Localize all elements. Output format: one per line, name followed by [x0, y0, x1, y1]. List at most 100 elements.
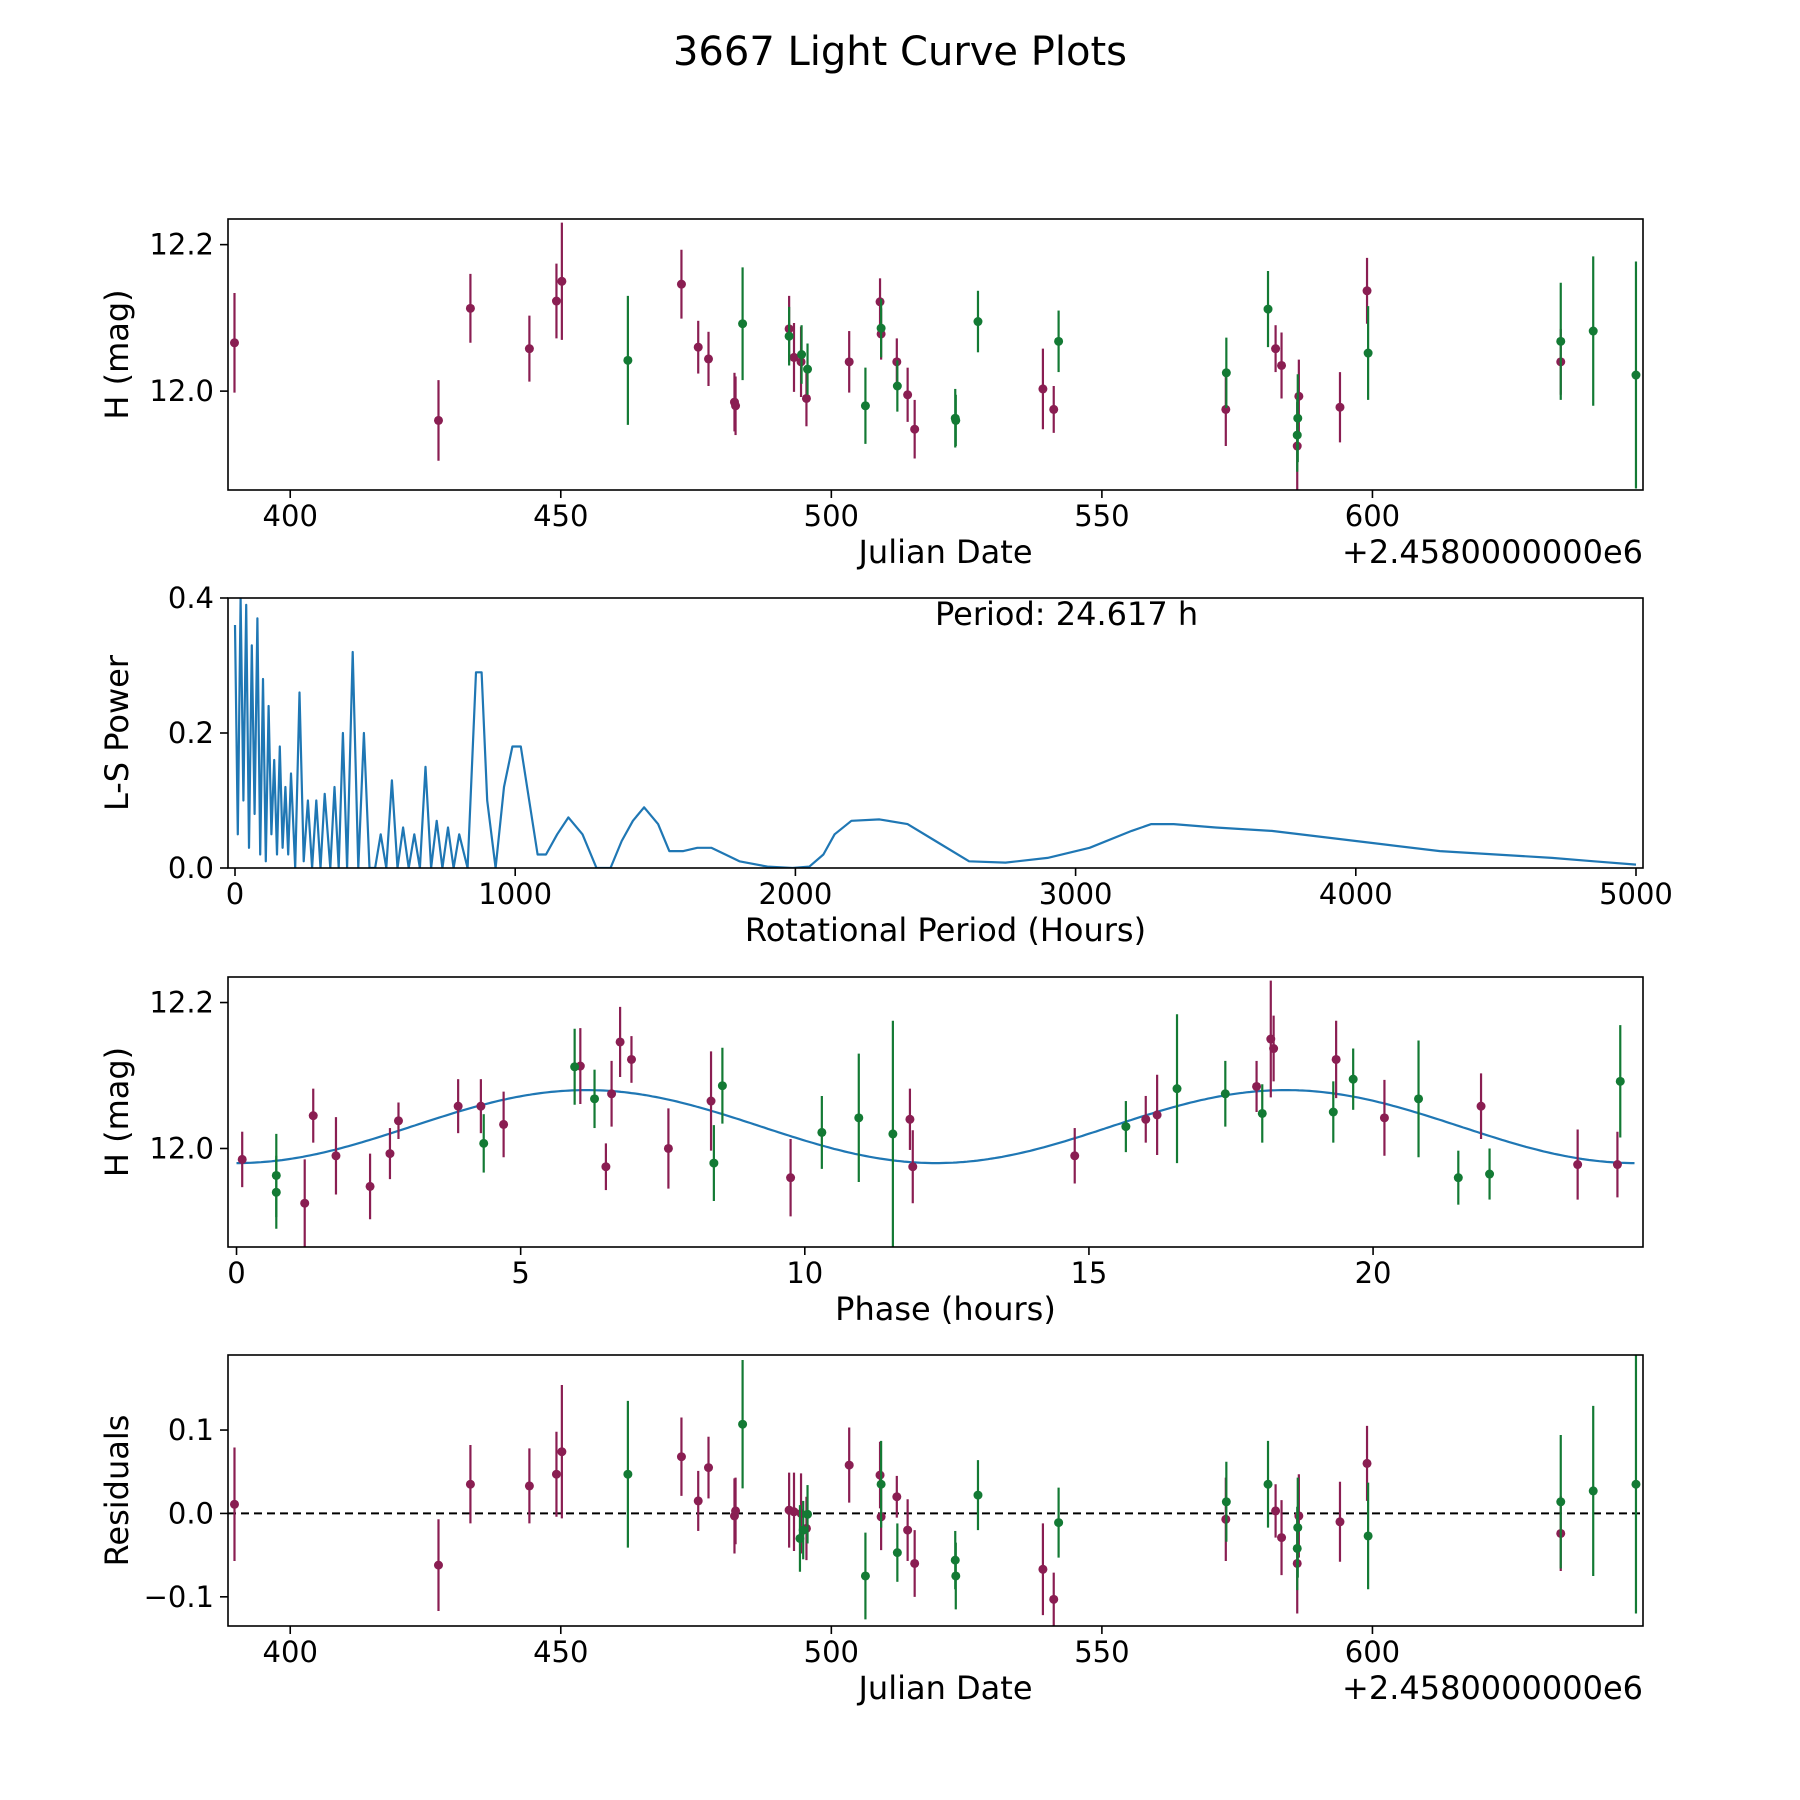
data-point-g — [876, 323, 886, 333]
data-point-g — [1615, 1076, 1625, 1086]
x-offset-text: +2.4580000000e6 — [1342, 1669, 1643, 1707]
light-curve-panel: 400 450 500 550 600 12.0 12.2 Julian Date H (mag… — [98, 218, 1644, 571]
data-point-r — [453, 1101, 463, 1111]
data-point-r — [385, 1149, 395, 1159]
data-point-r — [393, 1116, 403, 1126]
x-tick-label: 5000 — [1599, 877, 1673, 911]
data-point-g — [1556, 336, 1566, 346]
data-point-r — [1476, 1101, 1486, 1111]
y-axis-label: L-S Power — [98, 654, 136, 811]
x-axis-label: Julian Date — [856, 533, 1032, 571]
x-tick-label: 1000 — [478, 877, 552, 911]
data-point-r — [1277, 360, 1287, 370]
light-curve-frame — [227, 218, 1644, 491]
data-point-r — [1379, 1113, 1389, 1123]
data-point-g — [784, 331, 794, 341]
data-point-r — [663, 1143, 673, 1153]
data-point-g — [892, 381, 902, 391]
data-point-r — [706, 1096, 716, 1106]
data-point-g — [797, 350, 807, 359]
data-point-g — [709, 1158, 719, 1168]
data-point-r — [844, 1460, 854, 1470]
data-point-r — [789, 1507, 799, 1517]
data-point-g — [1588, 326, 1598, 336]
data-point-r — [1612, 1160, 1622, 1170]
data-point-r — [300, 1198, 310, 1208]
data-point-g — [1220, 1089, 1230, 1099]
data-point-g — [1348, 1074, 1358, 1084]
data-point-r — [1362, 286, 1372, 296]
data-point-r — [601, 1162, 611, 1172]
x-tick-label: 500 — [804, 499, 859, 533]
residuals-frame — [227, 1354, 1644, 1627]
data-point-g — [570, 1062, 580, 1072]
data-point-g — [1257, 1108, 1267, 1118]
data-point-g — [1121, 1122, 1131, 1132]
data-point-r — [551, 1469, 561, 1479]
y-axis-label: H (mag) — [98, 289, 136, 419]
data-point-g — [1414, 1094, 1424, 1104]
data-point-r — [731, 401, 741, 411]
x-tick-label: 20 — [1355, 1256, 1392, 1290]
x-tick-label: 500 — [804, 1635, 859, 1669]
x-tick-label: 400 — [263, 499, 318, 533]
data-point-g — [623, 355, 633, 365]
data-point-r — [1335, 1517, 1345, 1527]
data-point-r — [704, 354, 714, 364]
data-point-g — [1054, 336, 1064, 346]
y-tick-label: 12.2 — [149, 228, 214, 262]
data-point-g — [1221, 368, 1231, 378]
x-axis-label: Rotational Period (Hours) — [745, 911, 1146, 949]
data-point-r — [1331, 1054, 1341, 1064]
x-tick-label: 10 — [786, 1256, 823, 1290]
data-point-r — [1335, 402, 1345, 412]
residuals-plot-area — [228, 1355, 1643, 1626]
data-point-r — [1252, 1081, 1262, 1091]
data-point-g — [1221, 1497, 1231, 1507]
x-tick-label: 0 — [226, 877, 244, 911]
x-tick-label: 4000 — [1319, 877, 1393, 911]
data-point-g — [271, 1187, 281, 1197]
y-axis-label: H (mag) — [98, 1047, 136, 1177]
data-point-g — [803, 1509, 813, 1519]
data-point-r — [1152, 1110, 1162, 1120]
data-point-r — [551, 296, 561, 306]
data-point-r — [229, 338, 239, 348]
data-point-r — [433, 415, 443, 425]
y-tick-label: 12.0 — [149, 374, 214, 408]
x-tick-label: 600 — [1345, 1635, 1400, 1669]
residuals-panel: 400 450 500 550 600 −0.1 0.0 0.1 Julian Date Resi… — [98, 1354, 1644, 1707]
data-point-r — [892, 1492, 902, 1502]
data-point-g — [717, 1081, 727, 1091]
y-tick-label: 12.0 — [149, 1131, 214, 1165]
periodogram-plot-area — [233, 598, 1637, 868]
phased-curve-panel: 0 5 10 15 20 12.0 12.2 Phase (hours) H (mag) — [98, 976, 1644, 1328]
data-point-r — [229, 1499, 239, 1509]
data-point-g — [1363, 348, 1373, 358]
y-tick-label: 0.2 — [168, 716, 214, 750]
data-point-g — [860, 1571, 870, 1581]
data-point-g — [1556, 1497, 1566, 1507]
data-point-g — [1485, 1169, 1495, 1179]
data-point-g — [1631, 1479, 1641, 1489]
data-point-g — [738, 319, 748, 329]
x-tick-label: 5 — [511, 1256, 529, 1290]
x-tick-label: 3000 — [1039, 877, 1113, 911]
data-point-g — [1054, 1518, 1064, 1528]
data-point-r — [615, 1037, 625, 1047]
x-tick-label: 450 — [533, 1635, 588, 1669]
data-point-g — [1328, 1107, 1338, 1117]
data-point-g — [479, 1138, 489, 1148]
data-point-g — [803, 364, 813, 374]
data-point-g — [623, 1469, 633, 1479]
data-point-r — [704, 1463, 714, 1473]
periodogram-line — [233, 598, 1637, 868]
data-point-r — [607, 1089, 617, 1099]
data-point-r — [1271, 1506, 1281, 1516]
data-point-g — [1631, 370, 1641, 380]
data-point-g — [1363, 1531, 1373, 1541]
data-point-r — [1221, 404, 1231, 414]
data-point-g — [798, 1525, 808, 1535]
x-tick-label: 550 — [1074, 499, 1129, 533]
x-offset-text: +2.4580000000e6 — [1342, 533, 1643, 571]
